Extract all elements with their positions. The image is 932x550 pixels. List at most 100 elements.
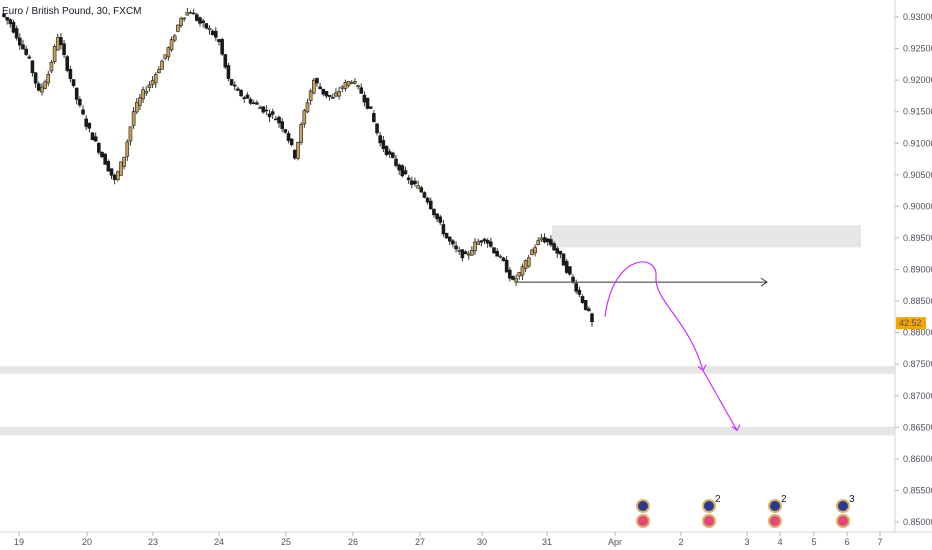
candle-body xyxy=(568,266,572,275)
candle-body xyxy=(539,237,544,241)
candle-body xyxy=(11,22,16,33)
candle-body xyxy=(425,197,430,203)
candle-body xyxy=(27,56,32,59)
candle-body xyxy=(169,39,174,51)
candle-body xyxy=(176,24,180,32)
candle-body xyxy=(157,69,161,74)
candle-body xyxy=(71,79,76,86)
candle-body xyxy=(8,19,13,25)
candle-body xyxy=(220,39,224,55)
candle-body xyxy=(447,236,452,242)
candle-body xyxy=(349,82,354,85)
candle-body xyxy=(103,153,107,165)
candle-body xyxy=(451,240,455,245)
candle-body xyxy=(46,74,51,84)
candle-body xyxy=(305,102,310,113)
candle-body xyxy=(340,86,345,89)
candle-body xyxy=(163,54,168,59)
candle-body xyxy=(410,180,414,185)
event-count: 2 xyxy=(781,494,787,505)
time-label: 20 xyxy=(82,537,92,547)
time-label: 27 xyxy=(415,537,425,547)
candle-body xyxy=(476,241,480,245)
candle-body xyxy=(52,46,57,62)
candle-body xyxy=(590,313,594,323)
candle-body xyxy=(226,65,231,79)
chart-title: Euro / British Pound, 30, FXCM xyxy=(2,6,142,17)
candle-body xyxy=(318,86,322,90)
candle-body xyxy=(574,283,578,292)
candle-body xyxy=(182,17,186,20)
candle-body xyxy=(65,56,70,71)
candle-body xyxy=(489,241,493,247)
candle-body xyxy=(172,35,177,41)
candle-body xyxy=(251,102,256,105)
candle-body xyxy=(552,243,556,251)
candle-body xyxy=(210,30,215,36)
event-flag-icon xyxy=(836,514,850,528)
candle-body xyxy=(125,141,130,157)
time-label: 6 xyxy=(844,537,849,547)
projection-curve-2 xyxy=(702,370,738,431)
candle-body xyxy=(217,39,221,43)
candle-body xyxy=(280,121,284,129)
candle-body xyxy=(504,259,509,273)
candle-body xyxy=(312,79,316,94)
candle-body xyxy=(530,249,534,255)
candle-body xyxy=(33,72,38,84)
event-count: 2 xyxy=(715,494,721,505)
candle-body xyxy=(419,187,424,193)
candle-body xyxy=(457,250,462,252)
candle-body xyxy=(150,80,155,85)
candle-body xyxy=(577,289,582,295)
candle-body xyxy=(571,276,575,282)
candle-body xyxy=(526,257,531,267)
candle-body xyxy=(438,216,443,223)
candle-body xyxy=(495,250,499,257)
candle-body xyxy=(549,239,553,246)
event-flag-icon xyxy=(768,499,782,513)
candle-body xyxy=(274,118,278,121)
candle-body xyxy=(78,99,82,106)
candle-body xyxy=(466,253,471,256)
candle-body xyxy=(346,81,351,86)
candle-body xyxy=(18,37,22,46)
time-label: Apr xyxy=(608,537,622,547)
candle-body xyxy=(508,269,512,279)
candle-body xyxy=(223,54,228,68)
candle-body xyxy=(428,200,433,210)
candle-body xyxy=(255,102,259,105)
candle-body xyxy=(545,238,550,243)
event-flag-icon xyxy=(768,514,782,528)
zones-layer xyxy=(0,225,895,436)
candle-body xyxy=(375,123,379,134)
candle-body xyxy=(90,132,95,141)
time-label: 30 xyxy=(477,537,487,547)
candle-body xyxy=(416,185,420,189)
candle-body xyxy=(536,240,541,245)
candle-body xyxy=(195,14,199,21)
candle-body xyxy=(299,124,303,143)
candle-body xyxy=(302,110,307,125)
candle-body xyxy=(372,113,376,123)
projection-curve-1 xyxy=(604,261,704,371)
candle-body xyxy=(520,266,525,276)
projection-arrowhead-2 xyxy=(731,424,741,432)
candle-body xyxy=(188,12,193,14)
candle-body xyxy=(97,142,101,153)
candle-body xyxy=(214,30,218,38)
candle-body xyxy=(498,255,503,258)
time-label: 7 xyxy=(877,537,882,547)
candle-body xyxy=(441,224,446,235)
time-label: 19 xyxy=(14,537,24,547)
candle-body xyxy=(308,90,313,101)
